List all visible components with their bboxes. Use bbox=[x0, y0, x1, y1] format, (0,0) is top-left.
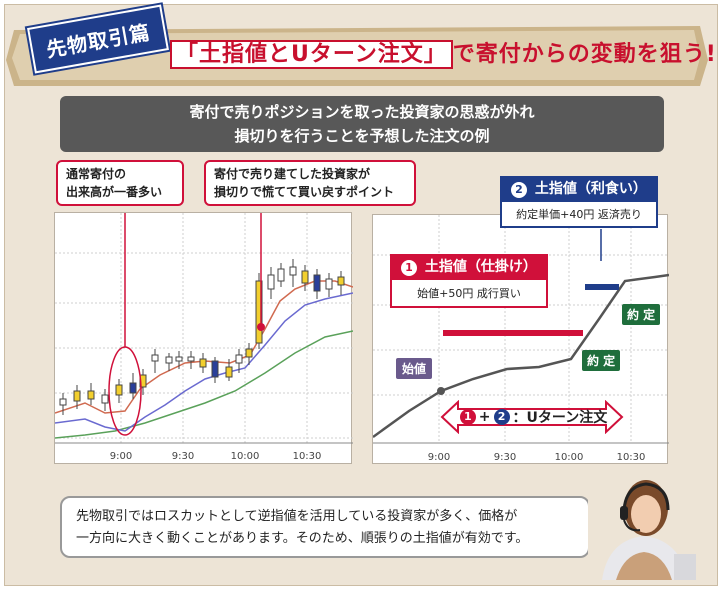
left-xtick: 10:30 bbox=[293, 451, 322, 462]
callout-volume-line-1: 通常寄付の bbox=[66, 167, 127, 181]
right-xtick: 9:30 bbox=[494, 452, 516, 463]
subtitle-line-1: 寄付で売りポジションを取った投資家の思惑が外れ bbox=[189, 103, 535, 121]
limit2-number: 2 bbox=[511, 182, 527, 198]
callout-volume-line-2: 出来高が一番多い bbox=[66, 185, 163, 199]
limit1-number: 1 bbox=[401, 260, 417, 276]
left-ma-long bbox=[55, 330, 353, 439]
uturn-text: ：Uターン注文 bbox=[512, 410, 608, 426]
headline-boxed: 「土指値とUターン注文」 bbox=[170, 40, 453, 69]
right-xtick: 9:00 bbox=[428, 452, 450, 463]
left-xtick: 9:30 bbox=[172, 451, 194, 462]
stoploss-point bbox=[257, 323, 265, 331]
left-grid bbox=[55, 213, 353, 443]
headline-rest: で寄付からの変動を狙う! bbox=[452, 42, 717, 67]
speech-line-2: 一方向に大きく動くことがあります。そのため、順張りの土指値が有効です。 bbox=[76, 531, 529, 546]
open-price-point bbox=[437, 387, 445, 395]
uturn-arrow: 1 + 2 ：Uターン注文 bbox=[440, 400, 624, 434]
right-xtick: 10:30 bbox=[617, 452, 646, 463]
limit1-title: 土指値（仕掛け） bbox=[424, 259, 537, 275]
headline: 「土指値とUターン注文」 で寄付からの変動を狙う! bbox=[170, 36, 717, 69]
callout-stoploss-line-2: 損切りで慌てて買い戻すポイント bbox=[214, 185, 395, 199]
left-chart-svg: 9:00 9:30 10:00 10:30 bbox=[55, 213, 353, 462]
left-xtick: 9:00 bbox=[110, 451, 132, 462]
left-xtick: 10:00 bbox=[231, 451, 260, 462]
right-xtick: 10:00 bbox=[555, 452, 584, 463]
speech-line-1: 先物取引ではロスカットとして逆指値を活用している投資家が多く、価格が bbox=[76, 509, 518, 524]
uturn-arrow-shape bbox=[440, 400, 624, 434]
callout-volume: 通常寄付の 出来高が一番多い bbox=[56, 160, 184, 206]
operator-illustration bbox=[588, 470, 700, 580]
banner: 先物取引篇 「土指値とUターン注文」 で寄付からの変動を狙う! bbox=[0, 0, 722, 92]
limit2-title: 土指値（利食い） bbox=[534, 181, 647, 197]
open-price-label: 始値 bbox=[396, 358, 433, 379]
left-chart-panel: 9:00 9:30 10:00 10:30 bbox=[54, 212, 353, 464]
fill-badge-1: 約 定 bbox=[582, 350, 621, 371]
right-chart-svg: 9:00 9:30 10:00 10:30 bbox=[373, 215, 669, 463]
uturn-num-2: 2 bbox=[493, 409, 510, 425]
callout-stoploss-line-1: 寄付で売り建てした投資家が bbox=[214, 167, 371, 181]
uturn-num-1: 1 bbox=[459, 409, 476, 425]
limit1-header: 1 土指値（仕掛け） bbox=[390, 254, 548, 280]
uturn-label: 1 + 2 ：Uターン注文 bbox=[440, 400, 624, 434]
operator-avatar bbox=[588, 470, 700, 580]
left-candles bbox=[59, 259, 345, 415]
uturn-plus: + bbox=[478, 409, 491, 425]
limit2-header: 2 土指値（利食い） bbox=[500, 176, 658, 202]
right-price-line bbox=[373, 273, 669, 439]
fill-badge-2: 約 定 bbox=[622, 304, 661, 325]
speech-bubble: 先物取引ではロスカットとして逆指値を活用している投資家が多く、価格が 一方向に大… bbox=[60, 496, 590, 558]
limit2-body: 約定単価+40円 返済売り bbox=[500, 202, 658, 228]
limit1-body: 始値+50円 成行買い bbox=[390, 280, 548, 308]
subtitle-line-2: 損切りを行うことを予想した注文の例 bbox=[234, 127, 490, 145]
left-ma-mid bbox=[55, 292, 353, 432]
subtitle-bar: 寄付で売りポジションを取った投資家の思惑が外れ 損切りを行うことを予想した注文の… bbox=[60, 96, 664, 152]
callout-stoploss: 寄付で売り建てした投資家が 損切りで慌てて買い戻すポイント bbox=[204, 160, 416, 206]
